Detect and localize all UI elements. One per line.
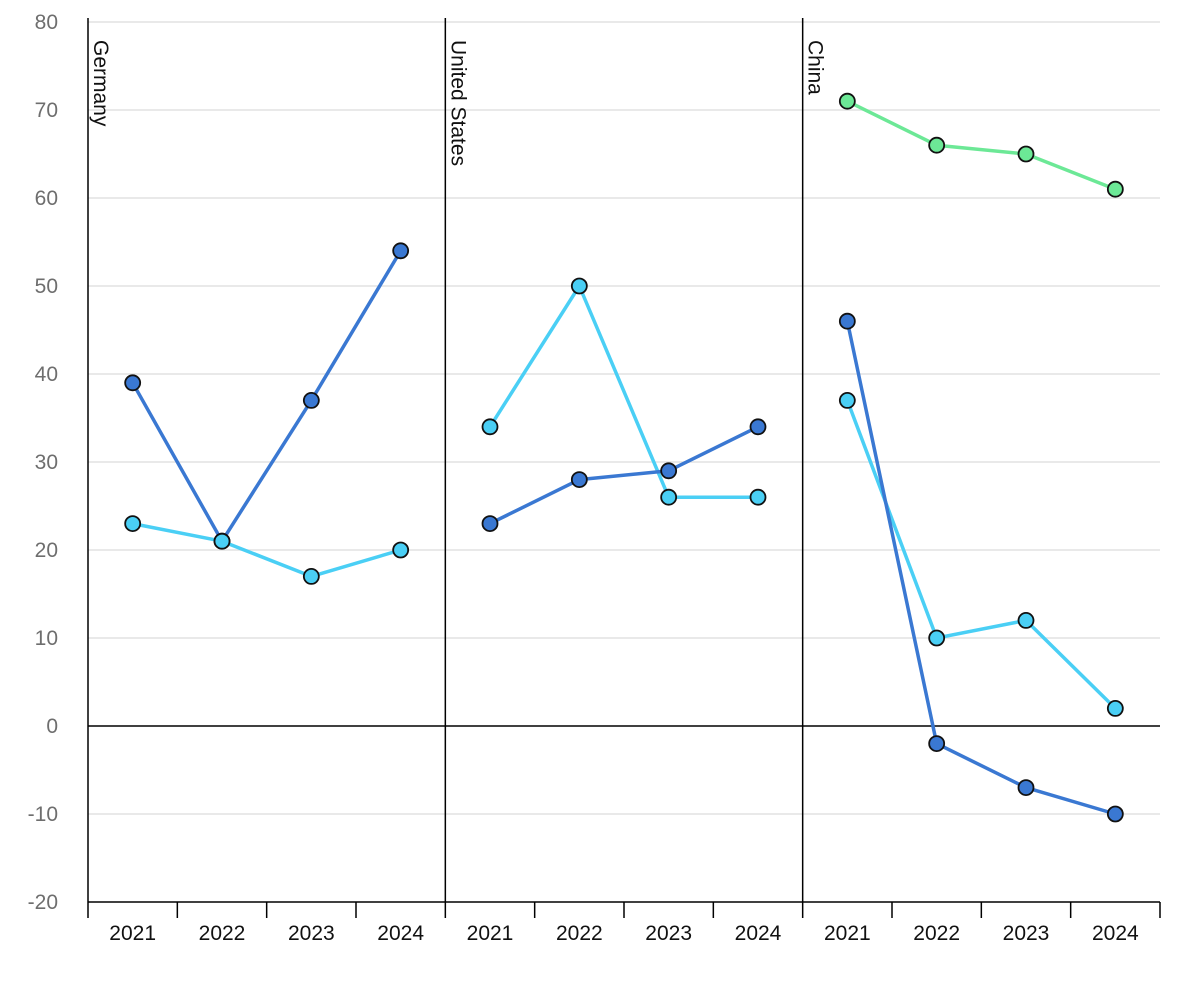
data-point xyxy=(302,391,320,409)
grid-layer xyxy=(88,21,1160,815)
data-point xyxy=(481,418,499,436)
y-tick-label: 30 xyxy=(35,451,58,474)
data-point xyxy=(302,568,320,585)
data-point xyxy=(1106,700,1124,717)
x-tick-label: 2023 xyxy=(645,922,692,945)
data-point xyxy=(570,471,588,489)
x-tick-label: 2023 xyxy=(1003,922,1050,945)
data-point xyxy=(749,488,767,506)
y-tick-label: 70 xyxy=(35,99,58,122)
series-line xyxy=(488,425,760,526)
x-tick-label: 2022 xyxy=(556,922,603,945)
x-tick-label: 2024 xyxy=(735,922,782,945)
y-tick-label: 80 xyxy=(35,11,58,34)
y-tick-label: 20 xyxy=(35,539,58,562)
data-point xyxy=(392,541,410,559)
data-point xyxy=(838,391,856,409)
panel-label: United States xyxy=(446,40,469,166)
data-point xyxy=(1017,612,1035,629)
y-tick-label: 60 xyxy=(35,187,58,210)
data-point xyxy=(481,515,499,532)
x-tick-label: 2022 xyxy=(913,922,960,945)
data-point xyxy=(570,277,588,295)
data-point xyxy=(1106,805,1124,823)
data-point xyxy=(1017,145,1035,163)
label-layer: -20 -10 0 10 20 30 40 50 60 70 80 Germany 2021 2022 20… xyxy=(28,11,1139,945)
data-point xyxy=(124,515,142,532)
data-point xyxy=(838,92,856,110)
data-point xyxy=(660,462,678,480)
x-tick-label: 2021 xyxy=(824,922,871,945)
series-line xyxy=(845,99,1118,191)
data-point xyxy=(928,136,946,154)
x-tick-label: 2023 xyxy=(288,922,335,945)
panel-label: China xyxy=(804,40,827,95)
series-layer xyxy=(124,92,1124,823)
series-line xyxy=(130,249,403,543)
x-tick-label: 2024 xyxy=(377,922,424,945)
series-line xyxy=(845,319,1118,816)
series-line xyxy=(845,398,1118,711)
series-line xyxy=(488,284,760,499)
y-tick-label: 40 xyxy=(35,363,58,386)
y-tick-label: -10 xyxy=(28,803,58,826)
data-point xyxy=(749,418,767,436)
data-point xyxy=(660,488,678,506)
data-point xyxy=(1106,180,1124,198)
data-point xyxy=(124,374,142,392)
y-tick-label: 50 xyxy=(35,275,58,298)
panel-label: Germany xyxy=(89,40,112,127)
y-tick-label: 10 xyxy=(35,627,58,650)
y-tick-label: -20 xyxy=(28,891,58,914)
data-point xyxy=(838,312,856,330)
data-point xyxy=(213,532,231,550)
x-tick-label: 2021 xyxy=(109,922,156,945)
data-point xyxy=(928,735,946,752)
x-tick-label: 2021 xyxy=(467,922,514,945)
data-point xyxy=(392,242,410,260)
axes-layer xyxy=(87,18,1161,918)
x-tick-label: 2024 xyxy=(1092,922,1139,945)
series-line xyxy=(130,521,403,579)
data-point xyxy=(928,629,946,647)
data-point xyxy=(1017,779,1035,796)
x-tick-label: 2022 xyxy=(199,922,246,945)
y-tick-label: 0 xyxy=(46,715,58,738)
